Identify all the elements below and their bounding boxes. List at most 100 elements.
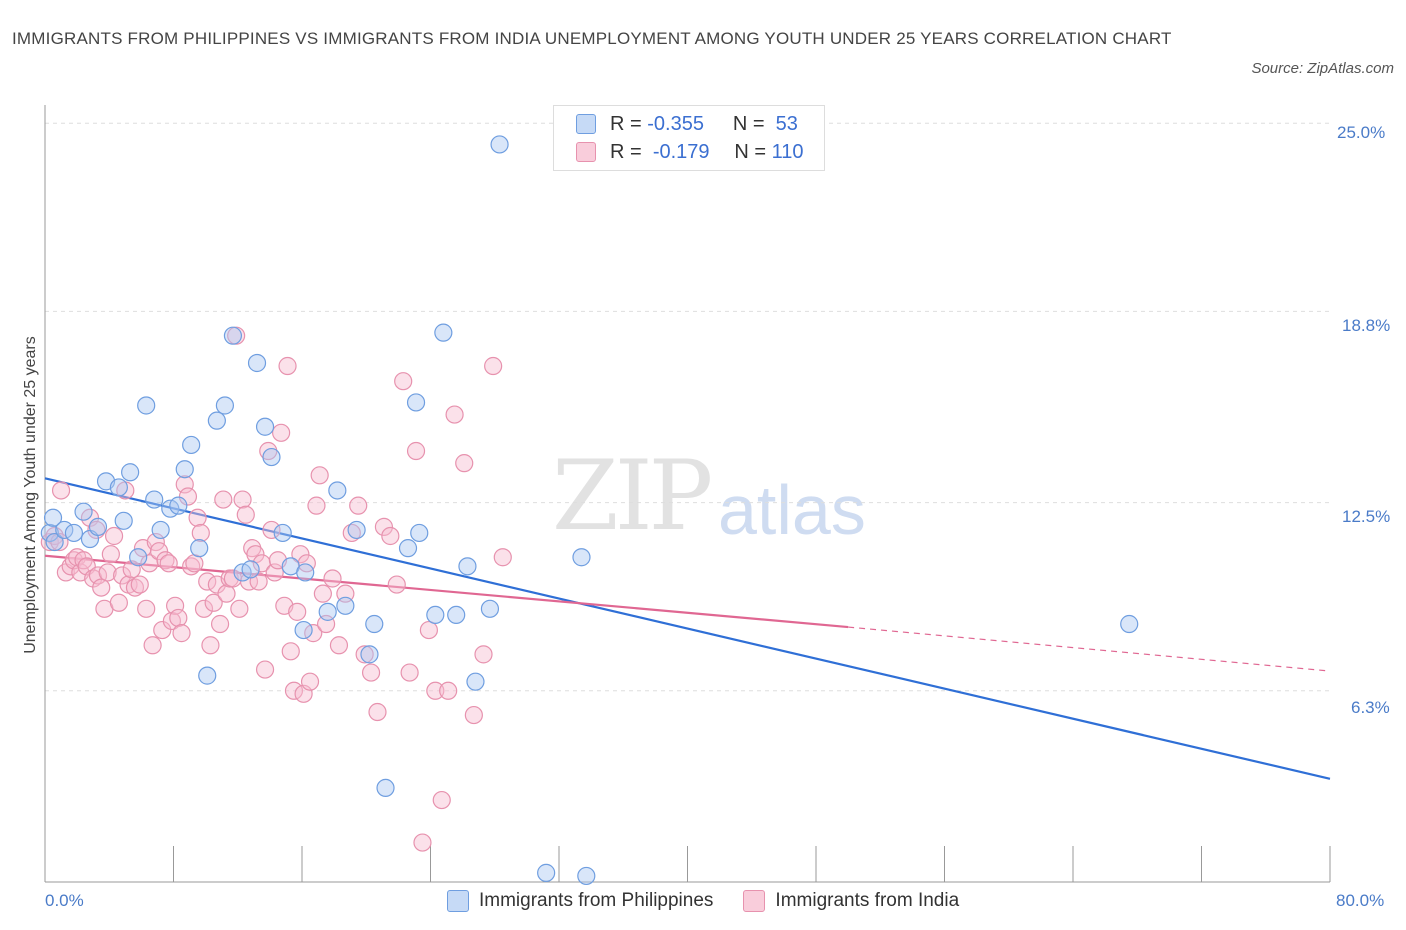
correlation-legend: R = -0.355 N = 53 R = -0.179 N = 110 (553, 105, 825, 171)
india-point (406, 441, 426, 461)
philippines-point (137, 396, 156, 415)
philippines-point (255, 417, 275, 436)
india-point (484, 356, 503, 376)
legend-item-philippines[interactable]: Immigrants from Philippines (447, 890, 713, 912)
india-point (236, 505, 255, 524)
philippines-point (466, 672, 485, 691)
india-point (45, 526, 64, 546)
philippines-point (376, 778, 395, 798)
philippines-point (169, 496, 188, 515)
philippines-point (145, 490, 164, 509)
legend-item-india[interactable]: Immigrants from India (743, 890, 959, 912)
philippines-point (426, 605, 445, 625)
philippines-legend-swatch (447, 890, 469, 912)
india-legend-swatch (743, 890, 766, 912)
philippines-point (43, 508, 63, 527)
india-point (400, 663, 419, 682)
india-point (288, 602, 307, 621)
india-point (230, 599, 249, 618)
x-tick-label-min: 0.0% (45, 891, 84, 910)
philippines-point (490, 135, 509, 154)
india-point (233, 490, 252, 509)
y-tick-label-25: 25.0% (1337, 123, 1386, 142)
india-point (413, 833, 432, 852)
india-point (137, 599, 156, 618)
india-point (368, 702, 387, 722)
india-point (149, 542, 169, 561)
legend-row-india: R = -0.179 N = 110 (576, 138, 804, 166)
india-point (191, 523, 210, 543)
philippines-point (410, 523, 429, 543)
legend-r-label: R = (610, 140, 642, 163)
philippines-point (447, 605, 466, 625)
philippines-point (247, 353, 267, 373)
philippines-point (273, 523, 292, 543)
philippines-point (537, 863, 556, 882)
philippines-point (406, 393, 426, 412)
legend-n-value-philippines: 53 (775, 112, 798, 135)
philippines-point (480, 599, 500, 618)
philippines-point (577, 866, 596, 886)
india-point (455, 454, 474, 473)
india-point (104, 526, 124, 546)
philippines-point (64, 523, 84, 543)
legend-n-label: N = (732, 112, 765, 135)
philippines-point (151, 520, 170, 540)
philippines-point (1120, 614, 1139, 634)
india-trend-extension (848, 626, 1331, 672)
india-point (169, 608, 188, 628)
india-point (394, 372, 413, 391)
india-point (474, 645, 493, 664)
india-point (439, 681, 458, 700)
india-point (159, 554, 178, 573)
india-point (185, 554, 204, 573)
india-point (182, 557, 201, 576)
philippines-point (336, 596, 355, 615)
india-point (493, 548, 512, 567)
philippines-point (190, 539, 209, 558)
philippines-swatch (576, 114, 596, 134)
india-point (300, 672, 320, 691)
india-point (349, 496, 368, 515)
philippines-point (294, 620, 313, 640)
india-point (51, 481, 71, 500)
philippines-point (572, 548, 591, 567)
india-point (255, 660, 275, 679)
india-point (87, 520, 106, 540)
chart-title: IMMIGRANTS FROM PHILIPPINES VS IMMIGRANT… (12, 29, 1172, 48)
india-point (112, 566, 132, 585)
philippines-point (296, 563, 315, 582)
y-axis-label: Unemployment Among Youth under 25 years (22, 336, 39, 654)
india-point (432, 790, 451, 810)
india-trend-line (44, 554, 849, 629)
india-point (387, 575, 406, 594)
philippines-point (114, 511, 133, 530)
india-point (188, 508, 207, 527)
india-point (291, 545, 310, 564)
india-point (204, 593, 223, 612)
india-swatch (576, 142, 596, 162)
legend-r-value-india: -0.179 (652, 140, 710, 163)
india-point (464, 705, 483, 725)
india-point (310, 466, 329, 485)
legend-label-india: Immigrants from India (775, 890, 960, 911)
philippines-point (241, 560, 260, 579)
legend-n-value-india: 110 (771, 140, 804, 163)
india-point (217, 584, 236, 603)
india-point (92, 578, 111, 597)
india-point (445, 405, 464, 424)
india-point (143, 636, 162, 655)
india-point (262, 520, 281, 540)
philippines-point (318, 602, 337, 621)
legend-label-philippines: Immigrants from Philippines (479, 890, 714, 911)
philippines-point (360, 645, 379, 664)
india-point (355, 645, 374, 664)
india-point (323, 569, 342, 588)
philippines-point (365, 614, 384, 634)
philippines-point (223, 326, 243, 345)
philippines-point (198, 666, 217, 685)
philippines-point (121, 463, 140, 482)
india-point (278, 356, 297, 376)
philippines-point (182, 435, 201, 455)
